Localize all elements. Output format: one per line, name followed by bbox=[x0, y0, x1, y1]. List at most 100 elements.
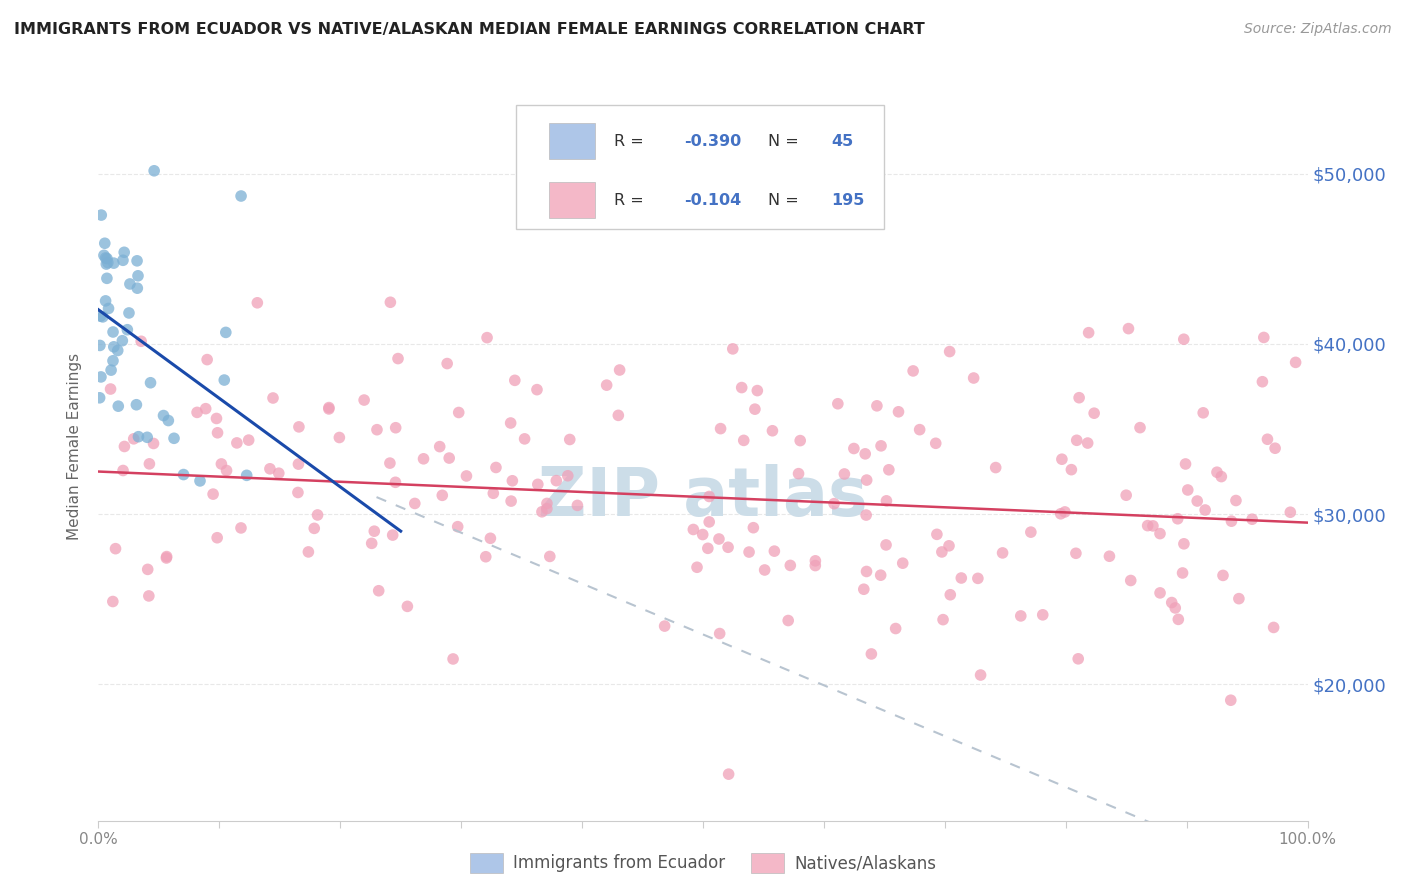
Point bbox=[112, 440, 135, 454]
Point bbox=[804, 558, 827, 573]
Point bbox=[1174, 457, 1197, 471]
Point bbox=[381, 528, 404, 542]
Point bbox=[1211, 469, 1233, 483]
Point bbox=[1077, 436, 1099, 450]
Point bbox=[152, 409, 174, 423]
Point bbox=[827, 397, 849, 411]
Point bbox=[1098, 549, 1121, 564]
Point bbox=[214, 373, 236, 387]
Point bbox=[1212, 568, 1234, 582]
Point bbox=[1066, 434, 1088, 448]
Point bbox=[1206, 465, 1229, 479]
Point bbox=[1253, 330, 1275, 344]
Point bbox=[91, 310, 114, 324]
Point bbox=[1115, 488, 1137, 502]
Point bbox=[742, 521, 765, 535]
Point bbox=[136, 430, 159, 444]
Point bbox=[501, 494, 523, 508]
FancyBboxPatch shape bbox=[516, 105, 884, 228]
Point bbox=[1050, 452, 1073, 467]
Point bbox=[1136, 518, 1159, 533]
Point bbox=[1173, 537, 1195, 551]
Point bbox=[122, 432, 145, 446]
Point bbox=[482, 486, 505, 500]
Point bbox=[202, 487, 225, 501]
Point bbox=[932, 613, 955, 627]
Y-axis label: Median Female Earnings: Median Female Earnings bbox=[67, 352, 83, 540]
Point bbox=[1171, 566, 1194, 580]
Point bbox=[499, 416, 522, 430]
FancyBboxPatch shape bbox=[550, 182, 595, 219]
Point bbox=[787, 467, 810, 481]
Point bbox=[127, 268, 149, 283]
Point bbox=[887, 405, 910, 419]
Point bbox=[1256, 432, 1278, 446]
Point bbox=[1227, 591, 1250, 606]
Point bbox=[503, 373, 526, 387]
Point bbox=[717, 767, 740, 781]
Point bbox=[101, 594, 124, 608]
Point bbox=[207, 425, 229, 440]
Point bbox=[1118, 321, 1140, 335]
FancyBboxPatch shape bbox=[550, 123, 595, 159]
Point bbox=[97, 301, 120, 316]
Point bbox=[437, 451, 460, 466]
Point bbox=[127, 281, 149, 295]
Text: Source: ZipAtlas.com: Source: ZipAtlas.com bbox=[1244, 22, 1392, 37]
Point bbox=[112, 245, 135, 260]
Point bbox=[1164, 601, 1187, 615]
Point bbox=[901, 364, 924, 378]
Point bbox=[215, 326, 238, 340]
Point bbox=[136, 562, 159, 576]
Point bbox=[991, 546, 1014, 560]
Point bbox=[259, 462, 281, 476]
Point bbox=[1177, 483, 1199, 497]
Point bbox=[363, 524, 385, 539]
Point bbox=[96, 257, 118, 271]
Point bbox=[94, 236, 117, 251]
Point bbox=[884, 622, 907, 636]
Point bbox=[111, 253, 134, 268]
Point bbox=[89, 338, 111, 352]
Point bbox=[1142, 519, 1164, 533]
Point bbox=[235, 468, 257, 483]
Point bbox=[1279, 505, 1302, 519]
Point bbox=[238, 433, 260, 447]
Point bbox=[173, 467, 195, 482]
Point bbox=[225, 436, 247, 450]
Point bbox=[939, 588, 962, 602]
Point bbox=[328, 430, 350, 444]
Text: -0.104: -0.104 bbox=[683, 193, 741, 208]
Point bbox=[94, 251, 117, 265]
Point bbox=[125, 398, 148, 412]
Point bbox=[366, 423, 388, 437]
Point bbox=[744, 402, 766, 417]
Point bbox=[387, 351, 409, 366]
Point bbox=[447, 405, 470, 419]
Point bbox=[93, 248, 115, 262]
Point bbox=[866, 399, 889, 413]
Point bbox=[697, 490, 720, 504]
Point bbox=[1049, 507, 1071, 521]
Point bbox=[1167, 612, 1189, 626]
Point bbox=[738, 545, 761, 559]
Point bbox=[396, 599, 419, 614]
Point bbox=[101, 325, 124, 339]
Point bbox=[925, 527, 948, 541]
Point bbox=[1284, 355, 1306, 369]
Point bbox=[101, 353, 124, 368]
Point bbox=[384, 475, 406, 490]
Point bbox=[1077, 326, 1099, 340]
Point bbox=[117, 323, 139, 337]
Point bbox=[1069, 391, 1091, 405]
Point bbox=[246, 295, 269, 310]
Point bbox=[360, 536, 382, 550]
Point bbox=[842, 442, 865, 456]
Point bbox=[557, 468, 579, 483]
Point bbox=[513, 432, 536, 446]
Point bbox=[384, 421, 406, 435]
Point bbox=[380, 295, 402, 310]
Point bbox=[875, 538, 897, 552]
Point bbox=[779, 558, 801, 573]
Point bbox=[967, 571, 990, 585]
